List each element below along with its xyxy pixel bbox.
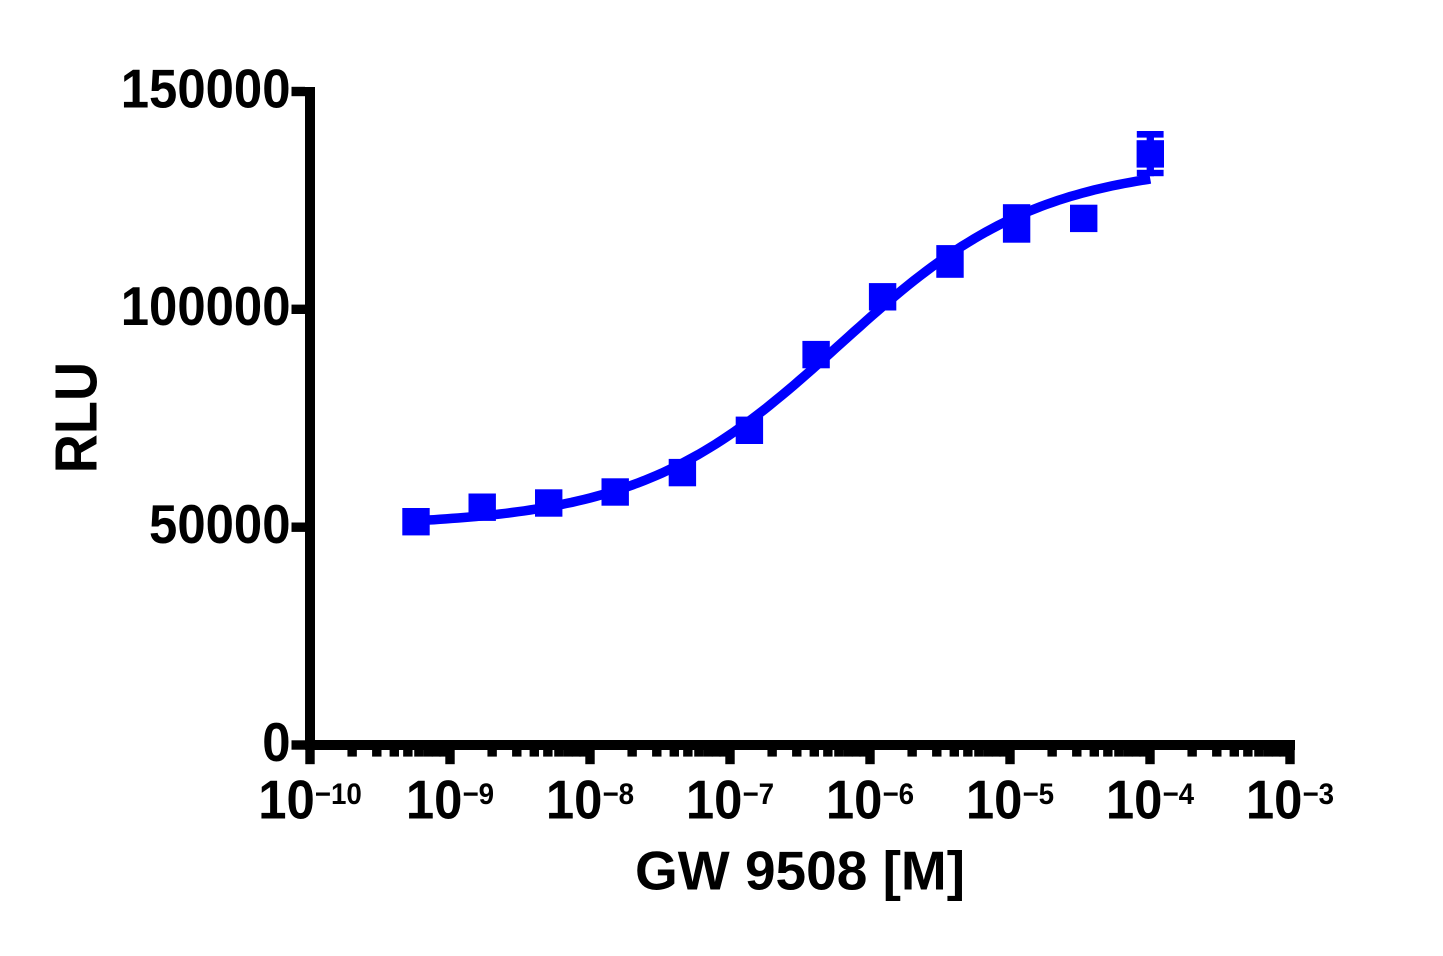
svg-text:50000: 50000 xyxy=(149,494,290,555)
svg-text:GW 9508 [M]: GW 9508 [M] xyxy=(635,840,965,902)
svg-text:10−8: 10−8 xyxy=(546,770,634,831)
svg-text:RLU: RLU xyxy=(44,362,110,473)
svg-text:0: 0 xyxy=(262,712,290,773)
svg-text:100000: 100000 xyxy=(121,276,291,337)
svg-text:150000: 150000 xyxy=(121,59,291,120)
svg-text:10−7: 10−7 xyxy=(686,770,774,831)
svg-text:10−6: 10−6 xyxy=(826,770,914,831)
svg-text:10−10: 10−10 xyxy=(258,770,362,831)
svg-text:10−5: 10−5 xyxy=(966,770,1054,831)
svg-text:10−3: 10−3 xyxy=(1246,770,1334,831)
svg-text:10−9: 10−9 xyxy=(406,770,494,831)
svg-text:10−4: 10−4 xyxy=(1106,770,1194,831)
